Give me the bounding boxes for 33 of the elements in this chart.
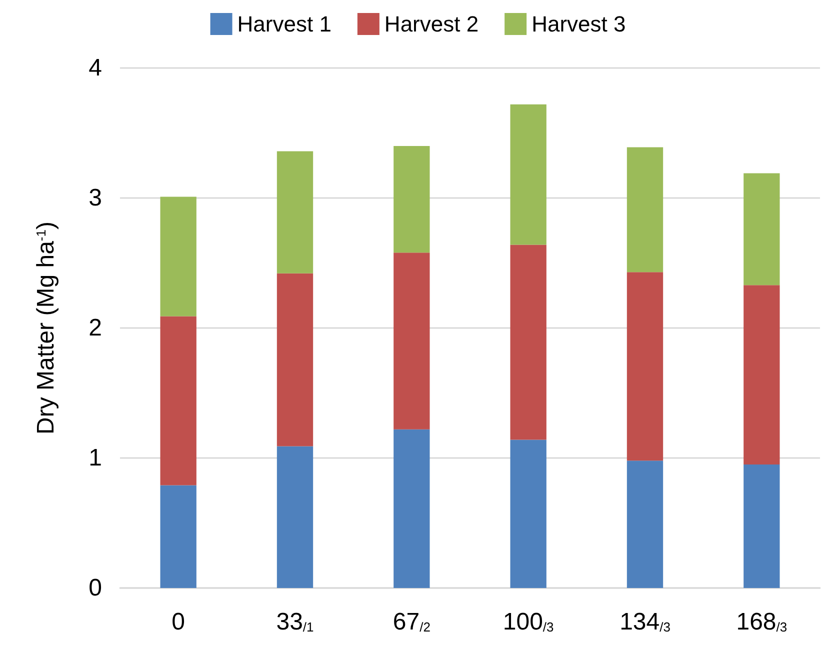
- bar: [160, 485, 196, 588]
- bar: [394, 146, 430, 253]
- bar: [160, 316, 196, 486]
- x-tick-label: 0: [172, 608, 186, 636]
- y-tick-label: 4: [88, 54, 102, 82]
- bar: [744, 464, 780, 588]
- bar: [626, 460, 664, 588]
- bar: [510, 440, 546, 588]
- y-tick-label: 0: [88, 574, 102, 602]
- bar: [626, 147, 664, 272]
- bar: [394, 252, 430, 430]
- x-tick-label: 33/1: [276, 608, 314, 636]
- bar: [160, 196, 196, 316]
- bar: [744, 173, 780, 286]
- x-tick-label: 168/3: [736, 608, 788, 636]
- bar: [510, 244, 546, 440]
- bar: [276, 273, 314, 446]
- bar: [626, 272, 664, 461]
- y-tick-label: 3: [88, 184, 102, 212]
- y-tick-label: 2: [88, 314, 102, 342]
- y-tick-label: 1: [88, 444, 102, 472]
- y-axis-title: Dry Matter (Mg ha-1): [32, 222, 60, 434]
- x-tick-label: 67/2: [392, 608, 430, 636]
- bar: [276, 151, 314, 274]
- bar: [744, 285, 780, 464]
- legend-label: Harvest 1: [237, 12, 332, 36]
- x-tick-label: 134/3: [620, 608, 670, 636]
- x-tick-label: 100/3: [502, 608, 554, 636]
- bar: [394, 429, 430, 588]
- bar: [276, 446, 314, 588]
- bar: [510, 104, 546, 245]
- legend-label: Harvest 3: [532, 12, 626, 36]
- legend-label: Harvest 2: [384, 12, 479, 36]
